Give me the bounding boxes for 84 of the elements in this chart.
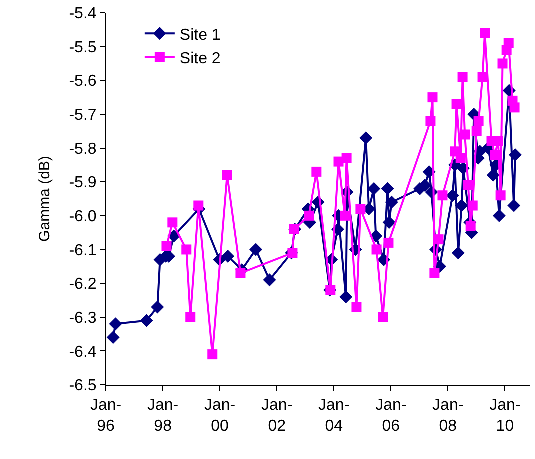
point bbox=[468, 200, 478, 211]
point bbox=[342, 153, 352, 164]
x-tick-label: Jan-98 bbox=[147, 397, 179, 435]
point bbox=[384, 238, 394, 248]
point bbox=[463, 180, 474, 190]
point bbox=[480, 28, 490, 38]
point bbox=[372, 244, 382, 255]
point bbox=[352, 302, 362, 312]
x-tick-label: Jan-02 bbox=[262, 397, 293, 435]
legend-label: Site 2 bbox=[180, 50, 221, 68]
point bbox=[168, 218, 178, 228]
point bbox=[510, 102, 520, 113]
point bbox=[288, 248, 298, 258]
point bbox=[378, 312, 388, 322]
point bbox=[236, 268, 246, 278]
point bbox=[452, 99, 462, 110]
point bbox=[490, 150, 500, 160]
y-tick-label: -5.5 bbox=[69, 39, 97, 56]
y-tick-label: -6.0 bbox=[69, 208, 97, 226]
point bbox=[381, 182, 394, 196]
x-tick-label: Jan-06 bbox=[376, 397, 407, 435]
point bbox=[340, 290, 353, 304]
x-tick-label: Jan-96 bbox=[90, 397, 122, 435]
point bbox=[222, 250, 235, 263]
point bbox=[312, 166, 322, 177]
point bbox=[434, 234, 444, 245]
y-tick-label: -5.6 bbox=[69, 73, 97, 90]
y-tick-label: -6.2 bbox=[69, 276, 97, 294]
y-tick-label: -5.8 bbox=[69, 140, 97, 158]
point bbox=[458, 72, 468, 82]
point bbox=[385, 196, 398, 209]
y-tick-label: -5.9 bbox=[69, 174, 97, 192]
point bbox=[106, 331, 120, 344]
point bbox=[456, 153, 466, 164]
point bbox=[368, 182, 381, 196]
point bbox=[508, 148, 522, 162]
point bbox=[418, 178, 432, 192]
point bbox=[289, 224, 300, 234]
point bbox=[492, 209, 506, 222]
point bbox=[356, 204, 366, 214]
point bbox=[452, 246, 465, 260]
point bbox=[186, 312, 196, 322]
point bbox=[162, 241, 172, 252]
point bbox=[446, 189, 460, 202]
x-tick-label: Jan-04 bbox=[318, 397, 350, 435]
point bbox=[426, 116, 436, 126]
point bbox=[472, 126, 482, 136]
point bbox=[208, 350, 218, 360]
point bbox=[340, 210, 350, 221]
y-axis-title: Gamma (dB) bbox=[36, 156, 54, 242]
y-tick-label: -6.5 bbox=[69, 378, 97, 395]
point bbox=[430, 268, 440, 278]
y-tick-label: -6.4 bbox=[69, 344, 97, 361]
point bbox=[508, 199, 521, 212]
point bbox=[194, 200, 204, 211]
point bbox=[498, 58, 508, 69]
legend-label: Site 1 bbox=[180, 26, 221, 44]
point bbox=[486, 168, 500, 182]
point bbox=[474, 116, 484, 126]
y-tick-label: -6.3 bbox=[69, 310, 97, 327]
point bbox=[182, 244, 192, 255]
point bbox=[109, 318, 122, 331]
point bbox=[250, 243, 263, 256]
point bbox=[496, 190, 506, 201]
x-tick-label: Jan-08 bbox=[432, 397, 464, 435]
y-tick-label: -5.4 bbox=[69, 6, 97, 23]
x-tick-label: Jan-10 bbox=[490, 397, 521, 435]
y-tick-label: -5.7 bbox=[69, 107, 97, 124]
point bbox=[438, 190, 448, 201]
point bbox=[478, 72, 488, 82]
point bbox=[360, 132, 373, 145]
point bbox=[504, 38, 514, 48]
point bbox=[222, 170, 232, 180]
point bbox=[466, 221, 476, 232]
point bbox=[140, 314, 154, 328]
y-tick-label: -6.1 bbox=[69, 242, 97, 260]
point bbox=[455, 199, 468, 212]
point bbox=[428, 92, 438, 103]
point bbox=[460, 130, 470, 140]
point bbox=[304, 210, 314, 221]
point bbox=[263, 274, 276, 287]
point bbox=[382, 216, 396, 230]
x-tick-label: Jan-00 bbox=[204, 397, 236, 435]
point bbox=[151, 300, 164, 314]
